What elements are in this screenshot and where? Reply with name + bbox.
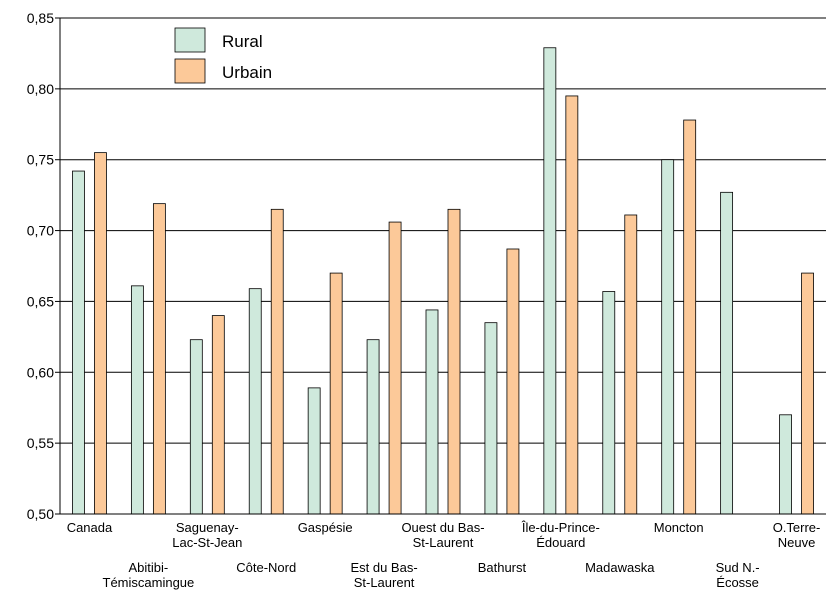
bar-urbain (270, 208, 284, 515)
bar-rural (661, 159, 675, 515)
bar-urbain (506, 248, 520, 515)
x-category-label: Madawaska (585, 560, 655, 575)
bar-rural (248, 288, 262, 515)
bar-rural (72, 170, 85, 515)
bar-rural (307, 387, 321, 515)
y-tick-label: 0,75 (27, 152, 54, 168)
x-category-label: Lac-St-Jean (172, 535, 242, 550)
bar-rural (189, 339, 203, 515)
y-tick-label: 0,60 (27, 364, 54, 380)
x-category-label: Écosse (716, 575, 759, 590)
axes (59, 18, 826, 515)
gridlines (55, 17, 826, 515)
bar-rural (720, 191, 734, 515)
y-tick-label: 0,70 (27, 223, 54, 239)
x-category-label: Est du Bas- (350, 560, 417, 575)
x-category-label: Neuve (778, 535, 816, 550)
x-category-label: Sud N.- (716, 560, 760, 575)
bar-rural (779, 414, 792, 515)
y-tick-label: 0,65 (27, 293, 54, 309)
y-tick-label: 0,85 (27, 10, 54, 26)
bar-urbain (624, 214, 638, 515)
legend-swatch-rural (174, 27, 206, 53)
bars (72, 47, 814, 515)
legend-label-rural: Rural (222, 32, 263, 51)
bar-urbain (211, 315, 225, 515)
x-category-label: Abitibi- (129, 560, 169, 575)
x-category-label: O.Terre- (773, 520, 821, 535)
legend: Rural Urbain (174, 27, 272, 84)
y-tick-label: 0,55 (27, 435, 54, 451)
x-category-label: Canada (67, 520, 113, 535)
x-category-label: Gaspésie (298, 520, 353, 535)
x-category-label: Île-du-Prince- (521, 520, 600, 535)
bar-urbain (329, 272, 343, 515)
bar-rural (366, 339, 380, 515)
bar-urbain (801, 272, 814, 515)
x-category-label: Édouard (536, 535, 585, 550)
legend-label-urbain: Urbain (222, 63, 272, 82)
bar-urbain (94, 152, 107, 515)
bar-rural (484, 322, 498, 515)
bar-urbain (447, 208, 461, 515)
x-category-label: St-Laurent (413, 535, 474, 550)
bar-urbain (152, 203, 166, 515)
bar-urbain (565, 95, 579, 515)
bar-urbain (388, 221, 402, 515)
bar-rural (130, 285, 144, 515)
bar-rural (425, 309, 439, 515)
bar-rural (543, 47, 557, 515)
x-category-label: Saguenay- (176, 520, 239, 535)
bar-urbain (683, 119, 697, 515)
x-category-label: Moncton (654, 520, 704, 535)
y-tick-label: 0,80 (27, 81, 54, 97)
x-category-label: Côte-Nord (236, 560, 296, 575)
x-category-label: Bathurst (478, 560, 527, 575)
y-tick-label: 0,50 (27, 506, 54, 522)
x-category-label: St-Laurent (354, 575, 415, 590)
bar-rural (602, 291, 616, 515)
x-category-label: Témiscamingue (103, 575, 195, 590)
x-category-label: Ouest du Bas- (401, 520, 484, 535)
y-tick-labels: 0,50 0,55 0,60 0,65 0,70 0,75 0,80 0,85 (27, 10, 54, 522)
legend-swatch-urbain (174, 58, 206, 84)
x-category-labels: Canada Abitibi-Témiscamingue Saguenay-Lac-… (67, 520, 821, 590)
